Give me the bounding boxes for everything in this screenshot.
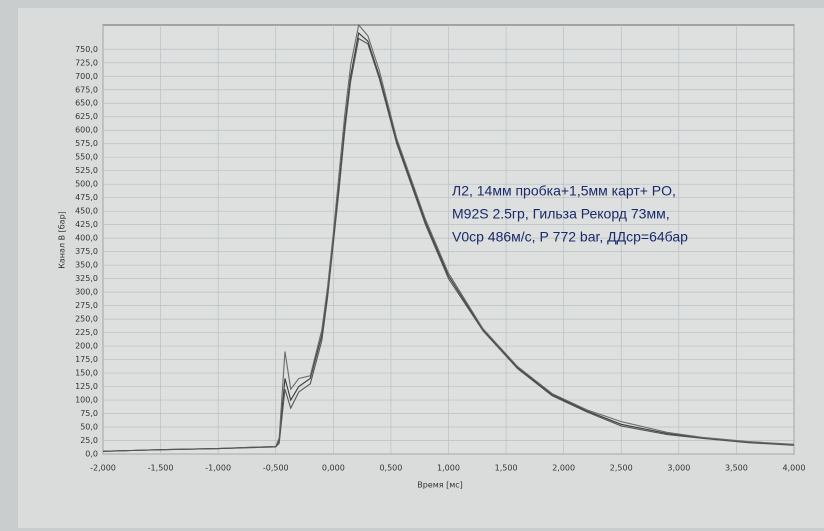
y-tick-label: 500,0 [75, 180, 98, 189]
y-tick-label: 225,0 [75, 328, 98, 337]
y-tick-label: 600,0 [75, 126, 98, 135]
y-tick-label: 550,0 [75, 153, 98, 162]
y-tick-label: 575,0 [75, 139, 98, 148]
x-tick-label: -2,000 [90, 464, 116, 473]
y-tick-label: 400,0 [75, 234, 98, 243]
y-tick-label: 350,0 [75, 261, 98, 270]
annotation: Л2, 14мм пробка+1,5мм карт+ PO, [452, 183, 676, 199]
y-tick-label: 300,0 [75, 288, 98, 297]
x-tick-label: 1,000 [437, 464, 460, 473]
y-tick-label: 675,0 [75, 85, 98, 94]
x-tick-label: 2,500 [610, 464, 633, 473]
y-tick-label: 50,0 [80, 423, 98, 432]
line-series [102, 32, 795, 452]
y-tick-label: 475,0 [75, 193, 98, 202]
y-tick-label: 275,0 [75, 301, 98, 310]
x-tick-label: 2,000 [552, 464, 575, 473]
x-tick-label: 3,500 [725, 464, 748, 473]
y-tick-label: 425,0 [75, 220, 98, 229]
x-axis-label: Время [мс] [417, 481, 463, 490]
y-tick-label: 175,0 [75, 355, 98, 364]
y-tick-label: 650,0 [75, 99, 98, 108]
y-tick-label: 725,0 [75, 58, 98, 67]
x-tick-label: -1,000 [205, 464, 231, 473]
y-tick-label: 625,0 [75, 112, 98, 121]
y-tick-label: 75,0 [80, 409, 98, 418]
line-series [102, 37, 795, 452]
y-tick-label: 100,0 [75, 396, 98, 405]
x-tick-label: 4,000 [783, 464, 806, 473]
annotation: V0ср 486м/с, Р 772 bar, ДДср=64бар [452, 229, 688, 245]
x-tick-label: 1,500 [495, 464, 518, 473]
y-tick-label: 250,0 [75, 315, 98, 324]
y-tick-label: 0,0 [85, 450, 98, 459]
y-tick-label: 700,0 [75, 72, 98, 81]
y-axis-label: Канал B [бар] [58, 211, 67, 269]
x-tick-label: -1,500 [148, 464, 174, 473]
x-tick-label: -0,500 [263, 464, 289, 473]
x-tick-label: 0,000 [322, 464, 345, 473]
y-tick-label: 750,0 [75, 45, 98, 54]
y-tick-label: 150,0 [75, 369, 98, 378]
x-tick-label: 3,000 [667, 464, 690, 473]
y-tick-label: 450,0 [75, 207, 98, 216]
line-series [102, 23, 795, 452]
y-tick-label: 325,0 [75, 274, 98, 283]
y-tick-label: 525,0 [75, 166, 98, 175]
y-tick-label: 200,0 [75, 342, 98, 351]
y-tick-label: 25,0 [80, 436, 98, 445]
annotation: M92S 2.5гр, Гильза Рекорд 73мм, [452, 206, 670, 222]
y-tick-label: 125,0 [75, 382, 98, 391]
y-tick-label: 375,0 [75, 247, 98, 256]
x-tick-label: 0,500 [379, 464, 402, 473]
